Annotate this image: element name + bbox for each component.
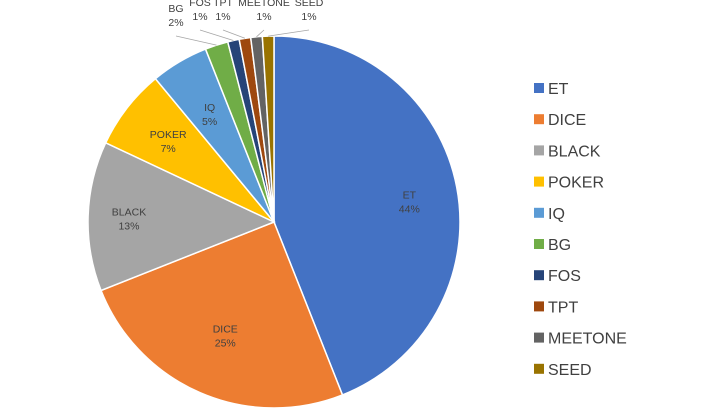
pie-slices xyxy=(87,35,461,409)
leader-line-meetone xyxy=(256,29,265,38)
legend-label-tpt: TPT xyxy=(548,299,578,316)
pie-slice-et xyxy=(273,35,461,396)
legend-label-meetone: MEETONE xyxy=(548,331,627,348)
data-label-value-iq: 5% xyxy=(202,116,217,128)
legend-label-iq: IQ xyxy=(548,206,565,223)
legend-swatch-et xyxy=(534,83,544,93)
legend-label-bg: BG xyxy=(548,237,571,254)
data-label-value-meetone: 1% xyxy=(256,11,271,23)
leader-line-seed xyxy=(268,29,310,37)
data-label-value-tpt: 1% xyxy=(215,11,230,23)
data-label-name-dice: DICE xyxy=(213,324,238,336)
legend-swatch-tpt xyxy=(534,301,544,312)
leader-lines xyxy=(175,29,310,46)
data-label-value-fos: 1% xyxy=(192,11,207,23)
leader-line-bg xyxy=(175,35,217,46)
data-label-name-et: ET xyxy=(403,189,417,201)
pie-slice-seed xyxy=(261,35,275,223)
legend: ET DICE BLACK POKER IQ BG FOS TPT MEETONE SEED xyxy=(534,81,627,379)
data-label-value-dice: 25% xyxy=(215,338,236,350)
data-label-name-tpt: TPT xyxy=(213,0,233,9)
data-label-name-poker: POKER xyxy=(150,129,187,141)
legend-label-poker: POKER xyxy=(548,175,604,192)
legend-label-seed: SEED xyxy=(548,362,592,379)
legend-label-et: ET xyxy=(548,81,569,98)
legend-swatch-poker xyxy=(534,176,544,187)
legend-swatch-meetone xyxy=(534,332,544,343)
data-label-value-et: 44% xyxy=(399,203,420,215)
data-label-name-seed: SEED xyxy=(295,0,324,9)
data-label-name-bg: BG xyxy=(168,3,183,15)
leader-line-fos xyxy=(199,29,234,41)
legend-label-black: BLACK xyxy=(548,143,601,160)
pie-slice-black xyxy=(87,141,276,292)
legend-swatch-black xyxy=(534,145,544,156)
data-label-value-bg: 2% xyxy=(168,17,183,29)
data-label-name-fos: FOS xyxy=(189,0,211,9)
leader-line-tpt xyxy=(222,29,246,39)
data-label-name-meetone: MEETONE xyxy=(238,0,290,9)
legend-swatch-seed xyxy=(534,363,544,374)
pie-slice-dice xyxy=(100,221,344,409)
data-label-value-seed: 1% xyxy=(301,11,316,23)
data-label-value-black: 13% xyxy=(118,220,139,232)
data-labels: ET 44% DICE 25% BLACK 13% POKER 7% IQ 5% BG 2% FOS 1%… xyxy=(112,0,420,350)
legend-swatch-bg xyxy=(534,239,544,249)
legend-label-dice: DICE xyxy=(548,112,586,129)
data-label-name-iq: IQ xyxy=(204,102,215,114)
legend-label-fos: FOS xyxy=(548,268,581,285)
legend-swatch-iq xyxy=(534,207,544,218)
legend-swatch-fos xyxy=(534,270,544,281)
legend-swatch-dice xyxy=(534,114,544,125)
data-label-name-black: BLACK xyxy=(112,206,146,218)
data-label-value-poker: 7% xyxy=(161,143,176,155)
